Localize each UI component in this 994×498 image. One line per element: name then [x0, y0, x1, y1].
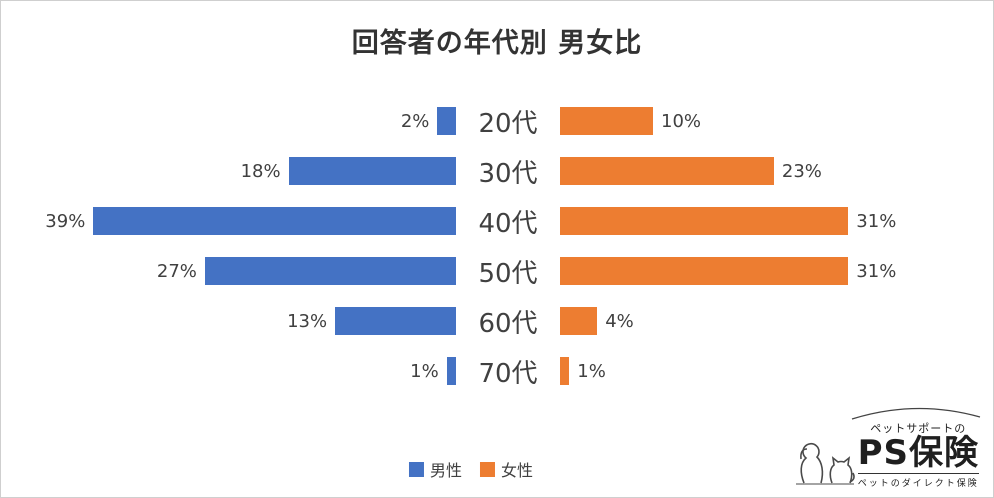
logo-text: ペットサポートの PS保険 ペットのダイレクト保険 — [851, 407, 980, 489]
male-cell: 27% — [1, 257, 456, 285]
female-cell: 31% — [560, 257, 993, 285]
female-value-label: 23% — [781, 160, 822, 182]
male-cell: 2% — [1, 107, 456, 135]
male-value-label: 27% — [156, 260, 197, 282]
female-bar — [560, 207, 849, 235]
male-legend-swatch — [408, 461, 424, 477]
chart-row: 1% 70代 1% — [1, 346, 993, 396]
male-value-label: 1% — [410, 360, 439, 382]
female-bar — [560, 307, 598, 335]
chart-row: 2% 20代 10% — [1, 96, 993, 146]
female-value-label: 1% — [577, 360, 606, 382]
chart-rows: 2% 20代 10% 18% 30代 23% 39% 40代 31% 27% 50代 31% 13% 60… — [1, 96, 993, 396]
female-cell: 31% — [560, 207, 993, 235]
chart-title: 回答者の年代別 男女比 — [351, 28, 643, 59]
chart-row: 13% 60代 4% — [1, 296, 993, 346]
category-label: 50代 — [478, 258, 538, 289]
male-bar — [288, 157, 456, 185]
female-legend-label: 女性 — [501, 461, 534, 480]
female-cell: 1% — [560, 357, 993, 385]
category-label: 60代 — [478, 308, 538, 339]
male-cell: 18% — [1, 157, 456, 185]
ps-insurance-logo: ペットサポートの PS保険 ペットのダイレクト保険 — [790, 407, 980, 489]
chart-row: 18% 30代 23% — [1, 146, 993, 196]
female-bar — [560, 107, 653, 135]
category-label: 70代 — [478, 358, 538, 389]
female-value-label: 10% — [661, 110, 702, 132]
legend-item-female: 女性 — [480, 457, 533, 481]
logo-tagline-bottom: ペットのダイレクト保険 — [857, 473, 979, 489]
female-value-label: 31% — [856, 260, 897, 282]
logo-tagline-wrap: ペットサポートの — [851, 407, 980, 436]
pets-illustration-icon — [795, 442, 855, 485]
male-value-label: 18% — [240, 160, 281, 182]
male-bar — [93, 207, 456, 235]
male-value-label: 2% — [400, 110, 430, 132]
female-bar — [560, 157, 774, 185]
logo-brand: PS保険 — [857, 433, 979, 474]
male-value-label: 13% — [287, 310, 328, 332]
male-cell: 13% — [1, 307, 456, 335]
category-label: 20代 — [478, 108, 538, 139]
male-bar — [204, 257, 456, 285]
male-legend-label: 男性 — [429, 461, 462, 480]
female-cell: 23% — [560, 157, 993, 185]
female-cell: 4% — [560, 307, 993, 335]
chart-row: 27% 50代 31% — [1, 246, 993, 296]
category-label: 40代 — [478, 208, 538, 239]
legend: 男性 女性 — [408, 457, 533, 481]
female-value-label: 4% — [605, 310, 634, 332]
female-legend-swatch — [480, 461, 495, 477]
male-bar — [446, 357, 456, 385]
male-cell: 39% — [1, 207, 456, 235]
female-bar — [560, 257, 849, 285]
category-label: 30代 — [478, 158, 538, 189]
female-bar — [560, 357, 570, 385]
chart-row: 39% 40代 31% — [1, 196, 993, 246]
male-cell: 1% — [1, 357, 456, 385]
logo-tagline-top: ペットサポートの — [870, 422, 967, 436]
male-bar — [437, 107, 456, 135]
male-bar — [335, 307, 456, 335]
legend-item-male: 男性 — [408, 457, 462, 481]
female-value-label: 31% — [856, 210, 897, 232]
male-value-label: 39% — [45, 210, 86, 232]
swoosh-icon — [851, 408, 980, 420]
female-cell: 10% — [560, 107, 993, 135]
